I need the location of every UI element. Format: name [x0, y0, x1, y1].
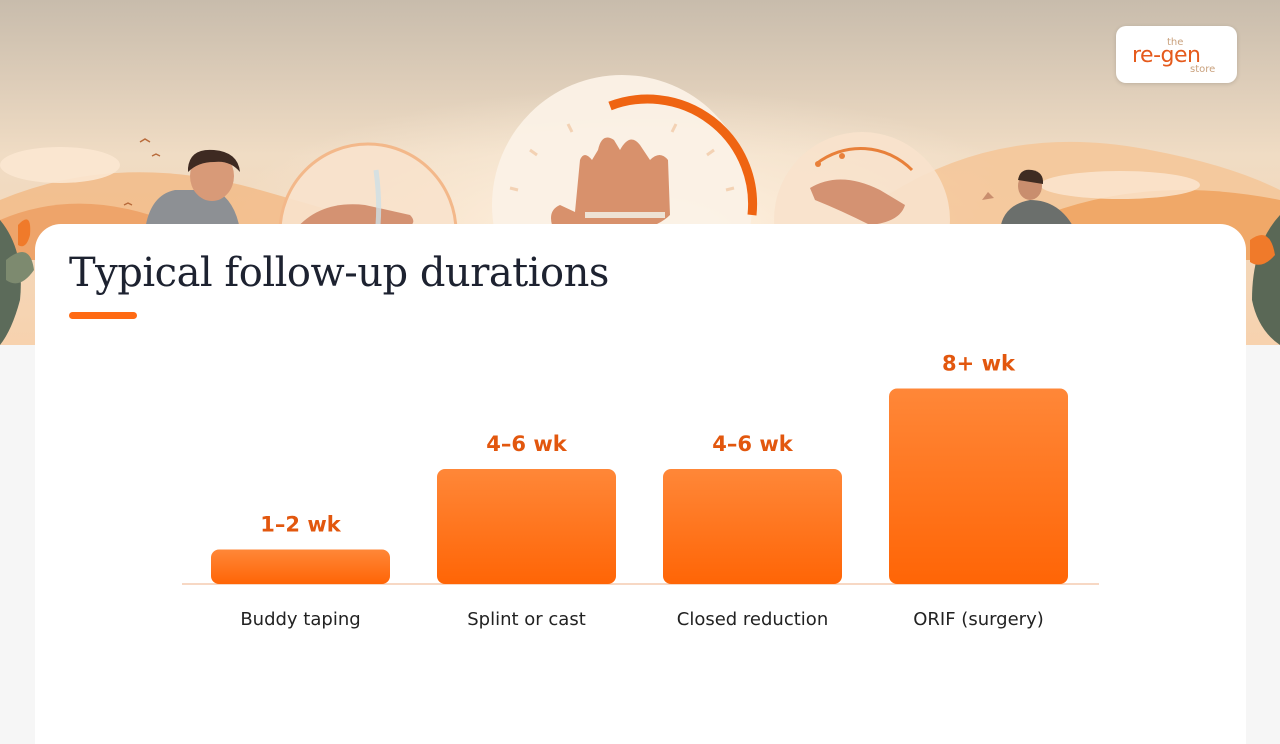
category-label-2: Closed reduction	[677, 609, 828, 630]
page-title: Typical follow-up durations	[69, 250, 609, 296]
bar-1	[437, 469, 616, 584]
category-label-3: ORIF (surgery)	[913, 609, 1044, 630]
bar-value-label-2: 4–6 wk	[712, 432, 793, 456]
bar-value-label-3: 8+ wk	[942, 352, 1016, 376]
logo-artwork: the re-gen store	[1132, 37, 1215, 75]
bar-value-label-1: 4–6 wk	[486, 432, 567, 456]
bar-0	[211, 549, 390, 584]
logo-bottom-text: store	[1190, 64, 1215, 75]
bar-3	[889, 388, 1068, 584]
bar-chart: 1–2 wk Buddy taping 4–6 wk Splint or cast 4–…	[182, 352, 1099, 630]
title-underline	[69, 312, 137, 319]
category-label-1: Splint or cast	[467, 609, 586, 630]
content-card: Typical follow-up durations 1–2 wk Buddy …	[35, 224, 1246, 744]
category-label-0: Buddy taping	[240, 609, 360, 630]
bar-value-label-0: 1–2 wk	[260, 513, 341, 537]
logo-top-text: the	[1167, 37, 1183, 48]
logo-main-text: re-gen	[1132, 43, 1200, 68]
brand-logo[interactable]: the re-gen store	[1116, 26, 1237, 83]
bar-2	[663, 469, 842, 584]
